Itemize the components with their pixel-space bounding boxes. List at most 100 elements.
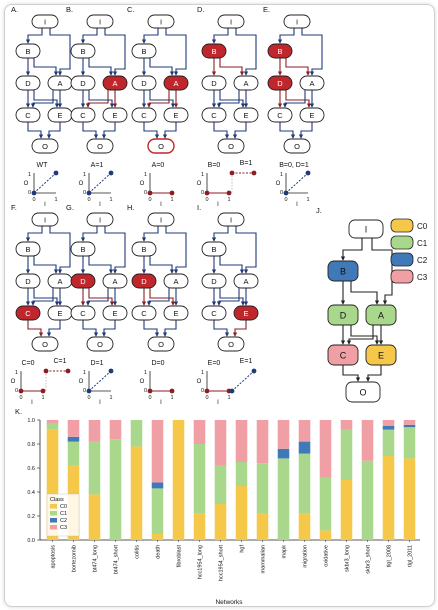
node-C-5-label: C [25, 309, 31, 318]
edge-E-O [298, 122, 313, 139]
chart-x-tick-label: hcc1954_long [198, 545, 204, 579]
node-B-7 [131, 241, 157, 257]
mini-plot-x1-2: 1 [170, 197, 173, 203]
edge-I-A [165, 28, 187, 76]
j-legend-swatch-C2 [390, 252, 414, 267]
bar-segment-C1-bt474_short [109, 439, 122, 540]
chart-legend-swatch-C0 [50, 504, 57, 509]
node-A-8 [233, 273, 259, 289]
node-O-4 [283, 138, 311, 154]
mini-plot-x1-1: 1 [109, 197, 112, 203]
panel-letter-7: H. [127, 203, 135, 212]
mini-plot-line-1 [88, 172, 112, 194]
j-node-D [327, 304, 359, 326]
mini-plot-x0-6: 0 [87, 395, 90, 401]
j-node-D-label: D [340, 311, 347, 321]
panel-letter-1: B. [66, 5, 73, 14]
chart-legend-label-C0: C0 [60, 504, 67, 510]
bar-segment-C1-migration [298, 453, 311, 514]
mini-plot-y1-8a: 1 [201, 370, 204, 376]
chart-x-tick-label: skbr3_long [345, 545, 351, 572]
edge-I-B [211, 28, 229, 44]
node-B-1-label: B [80, 47, 85, 56]
edge-B-A [33, 256, 59, 274]
bar-segment-C3-bortezomib [67, 420, 80, 437]
edge-B-A [149, 58, 175, 76]
node-D-1-label: D [80, 79, 86, 88]
edge-I-B [25, 28, 43, 44]
panel-letter-0: A. [11, 5, 18, 14]
chart-x-tick-label: fibroblast [177, 545, 183, 568]
node-C-4 [267, 107, 293, 123]
node-A-4 [299, 75, 325, 91]
mini-plot-y0-6: 0 [83, 388, 86, 394]
node-B-7-label: B [141, 245, 146, 254]
j-edge-A-C [346, 325, 374, 345]
caption-7: D=0 [151, 360, 164, 367]
node-D-6 [70, 273, 96, 289]
mini-plot-point-end-5b [65, 368, 71, 374]
chart-x-axis-label: Networks [215, 599, 243, 606]
bar-segment-C1-tlgl_2008 [382, 429, 395, 456]
chart-y-tick-label: 0.4 [27, 490, 35, 496]
node-B-5 [15, 241, 41, 257]
chart-legend-swatch-C2 [50, 518, 57, 523]
caption-0: WT [37, 162, 49, 169]
mini-plot-point-start-5b [43, 368, 49, 374]
mini-plot-point-start-6 [86, 388, 92, 394]
node-I-3-label: I [230, 18, 232, 27]
node-C-6-label: C [80, 309, 86, 318]
bar-segment-C3-tlgl_2011 [403, 420, 416, 425]
j-legend-label-C0: C0 [417, 222, 428, 231]
edge-C-O [279, 122, 296, 139]
mini-plot-xlab-4: I [296, 202, 298, 208]
edge-C-O [143, 320, 160, 337]
node-O-7 [147, 336, 175, 352]
mini-plot-ylab-4: O [276, 181, 281, 187]
mini-plot-x1-8a: 1 [227, 395, 230, 401]
panel-letter-8: I. [197, 203, 201, 212]
j-legend-swatch-C3 [390, 269, 414, 284]
mini-plot-point-start-2 [147, 190, 153, 196]
j-node-I [348, 219, 384, 239]
bar-segment-C1-apoptosis [46, 423, 59, 430]
j-edge-D-E [350, 325, 380, 345]
mini-plot-point-start-8a [204, 388, 210, 394]
chart-x-tick-label: tlgl_2008 [387, 545, 393, 567]
bar-segment-C1-hcc1954_short [214, 465, 227, 504]
node-C-1-label: C [80, 111, 86, 120]
node-O-6-label: O [97, 340, 103, 349]
edge-D-E [149, 90, 176, 108]
mini-plot-x0-1: 0 [87, 197, 90, 203]
edge-B-A [88, 58, 114, 76]
bar-segment-C2-migration [298, 441, 311, 454]
mini-plot-y0-1: 0 [83, 190, 86, 196]
chart-y-tick-label: 0.2 [27, 514, 35, 520]
j-node-I-label: I [365, 225, 368, 235]
mini-plot-point-end-3a [226, 190, 232, 196]
j-edge-C-O [342, 365, 361, 382]
mini-plot-x0-5a: 0 [19, 395, 22, 401]
bar-segment-C2-tlgl_2011 [403, 424, 416, 428]
node-I-7 [147, 212, 175, 227]
bar-segment-C0-apoptosis [46, 429, 59, 540]
node-O-6 [86, 336, 114, 352]
edge-B-A [219, 58, 245, 76]
mini-plot-point-start-7 [147, 388, 153, 394]
node-B-2 [131, 43, 157, 59]
mini-plot-point-end-2 [169, 190, 175, 196]
node-A-6-label: A [112, 277, 117, 286]
mini-plot-x1-3a: 1 [227, 197, 230, 203]
j-node-B-label: B [340, 267, 346, 277]
bar-segment-C3-mammalian [256, 420, 269, 464]
edge-E-O [232, 122, 247, 139]
chart-x-tick-label: mapk [282, 545, 288, 559]
bar-segment-C0-hcc1954_long [193, 513, 206, 540]
mini-plot-y1-1: 1 [83, 172, 86, 178]
mini-plot-x0-4: 0 [284, 197, 287, 203]
chart-legend-label-C2: C2 [60, 518, 67, 524]
node-C-2 [131, 107, 157, 123]
node-A-3 [233, 75, 259, 91]
mini-plot-point-start-3a [204, 190, 210, 196]
node-D-3-label: D [211, 79, 217, 88]
